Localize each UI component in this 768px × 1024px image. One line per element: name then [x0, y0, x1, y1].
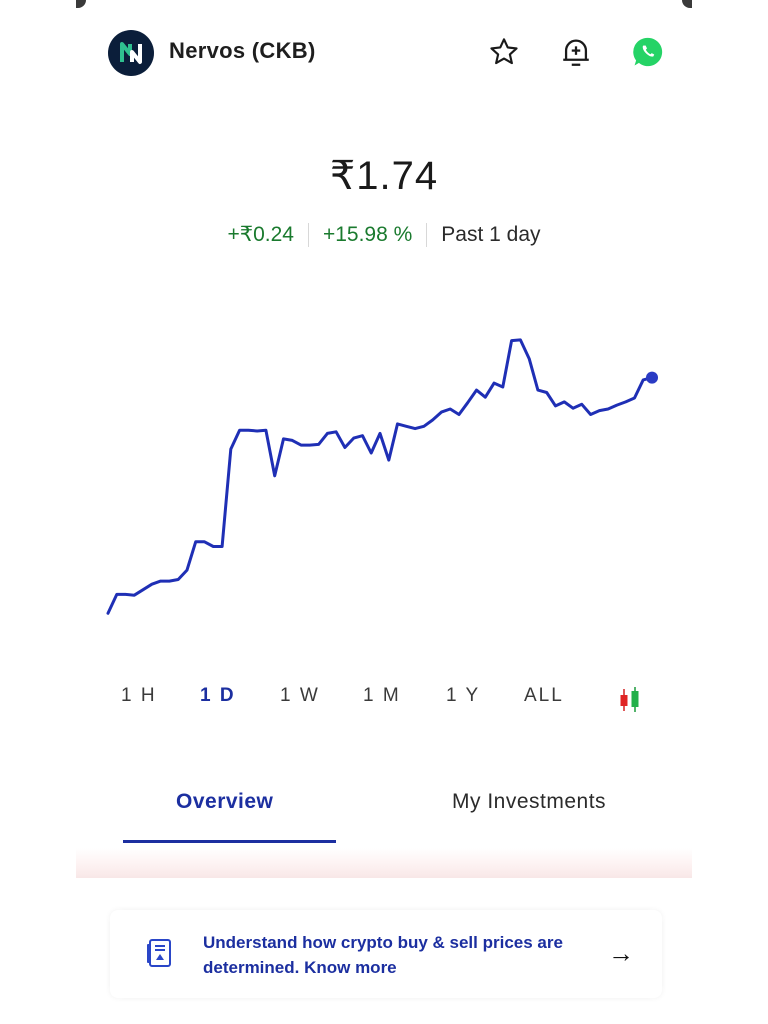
change-period: Past 1 day — [441, 222, 541, 246]
time-range-selector: 1 H 1 D 1 W 1 M 1 Y ALL — [100, 685, 660, 717]
whatsapp-share-button[interactable] — [630, 34, 666, 70]
nervos-logo-icon — [108, 30, 154, 76]
whatsapp-icon — [633, 37, 663, 67]
price-change-absolute: +₹0.24 — [227, 223, 294, 246]
buy-sell-info-card[interactable]: Understand how crypto buy & sell prices … — [110, 910, 662, 998]
current-price: ₹1.74 — [329, 154, 439, 198]
candlestick-chart-icon — [620, 687, 639, 712]
latest-price-point — [646, 371, 658, 384]
price-change-percent: +15.98 % — [322, 222, 413, 246]
tab-my-investments[interactable]: My Investments — [452, 790, 607, 813]
document-receipt-icon — [147, 939, 171, 967]
price-line-chart[interactable] — [100, 300, 670, 650]
separator — [307, 222, 309, 247]
device-frame-corner — [76, 0, 86, 8]
range-1m[interactable]: 1 M — [363, 685, 401, 706]
active-tab-indicator — [123, 840, 336, 843]
price-change-row: +₹0.24 +15.98 % Past 1 day — [0, 222, 768, 247]
arrow-right-icon[interactable]: → — [608, 938, 634, 968]
star-outline-icon — [490, 38, 518, 65]
device-frame-corner — [682, 0, 692, 8]
add-alert-bell-icon — [563, 39, 589, 66]
candlestick-toggle-button[interactable] — [615, 685, 645, 715]
price-alert-button[interactable] — [558, 34, 594, 70]
range-all[interactable]: ALL — [524, 685, 564, 706]
range-1h[interactable]: 1 H — [121, 685, 157, 706]
price-series-line — [106, 338, 654, 615]
separator — [426, 222, 428, 247]
detail-tabs: Overview My Investments — [100, 785, 660, 845]
range-1w[interactable]: 1 W — [280, 685, 320, 706]
watchlist-button[interactable] — [486, 34, 522, 70]
range-1y[interactable]: 1 Y — [446, 685, 481, 706]
section-divider — [76, 848, 692, 878]
info-card-text: Understand how crypto buy & sell prices … — [203, 933, 563, 977]
coin-header: Nervos (CKB) — [108, 28, 668, 76]
range-1d[interactable]: 1 D — [200, 685, 236, 706]
coin-title: Nervos (CKB) — [169, 38, 316, 63]
tab-overview[interactable]: Overview — [176, 790, 274, 813]
